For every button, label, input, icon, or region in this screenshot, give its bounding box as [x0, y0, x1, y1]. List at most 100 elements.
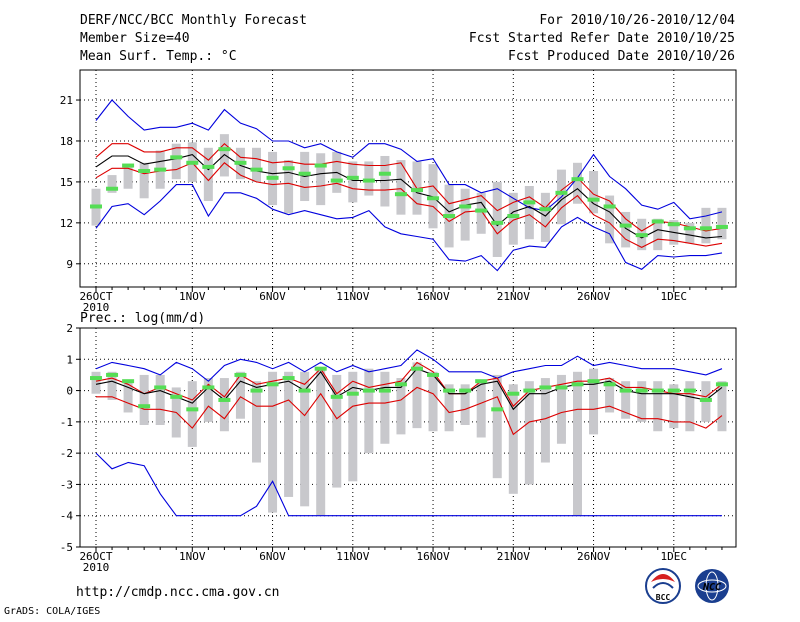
precipitation-spread-bar [155, 374, 165, 425]
member-size: Member Size=40 [80, 31, 190, 46]
precipitation-marker [603, 382, 616, 387]
temperature-marker [491, 220, 504, 225]
temperature-spread-bar [284, 160, 294, 214]
precipitation-marker [330, 394, 343, 399]
precipitation-xtick-label: 26NOV [577, 550, 610, 563]
precipitation-spread-bar [605, 378, 615, 413]
precipitation-marker [459, 388, 472, 393]
precipitation-marker [491, 407, 504, 412]
bcc-logo: BCC [645, 568, 681, 604]
temperature-spread-bar [701, 207, 711, 244]
precipitation-marker [715, 382, 728, 387]
precipitation-marker [218, 397, 231, 402]
precipitation-spread-bar [268, 371, 278, 513]
temperature-marker [715, 224, 728, 229]
precipitation-spread-bar [444, 384, 454, 432]
precipitation-marker [298, 388, 311, 393]
chart-title: DERF/NCC/BCC Monthly Forecast [80, 13, 307, 28]
precipitation-spread-bar [332, 374, 342, 488]
temperature-spread-bar [396, 160, 406, 215]
precipitation-upper-line [95, 361, 723, 408]
temperature-marker [459, 204, 472, 209]
precipitation-spread-bar [717, 381, 727, 432]
precipitation-spread-bar [203, 378, 213, 422]
website-url[interactable]: http://cmdp.ncc.cma.gov.cn [76, 585, 280, 600]
precipitation-xtick-label: 26OCT [79, 550, 112, 563]
temperature-xtick-label: 11NOV [336, 290, 369, 303]
temperature-marker [106, 186, 119, 191]
temperature-spread-bar [589, 170, 599, 214]
temperature-ytick-label: 15 [60, 176, 73, 189]
temperature-spread-bar [316, 153, 326, 206]
precipitation-plot-frame [79, 327, 737, 548]
temperature-panel: 9 12 15 18 21 26OCT 1NOV 6NOV 11NOV 16NOV 21NOV 26N… [60, 69, 737, 314]
precipitation-marker [122, 379, 135, 384]
precipitation-spread-bar [637, 381, 647, 422]
precipitation-marker [266, 382, 279, 387]
temperature-marker [186, 160, 199, 165]
temperature-marker [394, 192, 407, 197]
temperature-marker [411, 188, 423, 193]
precipitation-marker [282, 376, 295, 381]
temperature-marker [619, 223, 632, 228]
temperature-marker [314, 163, 327, 168]
precipitation-spread-bar [508, 384, 518, 494]
precipitation-xtick-label: 1NOV [179, 550, 206, 563]
precipitation-spread-bar [123, 381, 133, 413]
temperature-marker [362, 178, 375, 183]
temperature-marker [234, 160, 247, 165]
temperature-spread-bar [476, 192, 486, 234]
temperature-marker [667, 222, 680, 227]
precipitation-spread-bar [685, 381, 695, 432]
temperature-marker [346, 175, 359, 180]
precipitation-spread-bar [653, 381, 663, 432]
precipitation-spread-bar [91, 371, 101, 394]
temperature-spread-bar [348, 161, 358, 203]
precipitation-spread-bar [252, 381, 261, 463]
temperature-marker [443, 214, 456, 219]
precipitation-xtick-label: 6NOV [259, 550, 286, 563]
temp-variable-label: Mean Surf. Temp.: °C [80, 49, 237, 64]
precipitation-marker [314, 366, 327, 371]
temperature-spread-bar [540, 192, 550, 242]
temperature-marker [90, 204, 102, 209]
precipitation-marker [202, 385, 215, 390]
temperature-marker [330, 178, 343, 183]
temperature-marker [378, 171, 391, 176]
precipitation-spread-bar [573, 371, 582, 516]
temperature-xtick-label: 1DEC [661, 290, 688, 303]
temperature-marker [603, 204, 616, 209]
temperature-plot-frame [79, 69, 737, 288]
precipitation-spread-bar [316, 368, 326, 516]
temperature-spread-bar [508, 192, 518, 245]
precipitation-spread-bar [364, 368, 374, 454]
temperature-spread-bar [203, 147, 213, 202]
precipitation-spread-bar [396, 378, 406, 435]
precip-variable-label: Prec.: log(mm/d) [80, 311, 205, 326]
precipitation-marker [507, 391, 520, 396]
temperature-mean-line [95, 153, 723, 239]
precipitation-ytick-label: -3 [60, 478, 73, 491]
precipitation-marker [378, 388, 391, 393]
precipitation-marker [138, 404, 151, 409]
temperature-spread-bar [252, 147, 261, 182]
temperature-xtick-label: 16NOV [416, 290, 449, 303]
fcst-produced-date: Fcst Produced Date 2010/10/26 [508, 49, 735, 64]
temperature-marker [699, 226, 712, 231]
precipitation-spread-bar [621, 381, 631, 419]
temperature-marker [571, 177, 584, 182]
temperature-marker [218, 147, 231, 152]
temperature-spread-bar [460, 188, 470, 241]
precipitation-xtick-label: 16NOV [416, 550, 449, 563]
precipitation-xtick-label: 21NOV [497, 550, 530, 563]
precipitation-xtick-label: 11NOV [336, 550, 369, 563]
fcst-started-date: Fcst Started Refer Date 2010/10/25 [469, 31, 735, 46]
precipitation-spread-bar [219, 378, 229, 432]
precipitation-max-line [95, 349, 723, 382]
precipitation-marker [523, 388, 536, 393]
precipitation-marker [411, 366, 423, 371]
temperature-ytick-label: 21 [60, 94, 73, 107]
precipitation-marker [106, 372, 119, 377]
